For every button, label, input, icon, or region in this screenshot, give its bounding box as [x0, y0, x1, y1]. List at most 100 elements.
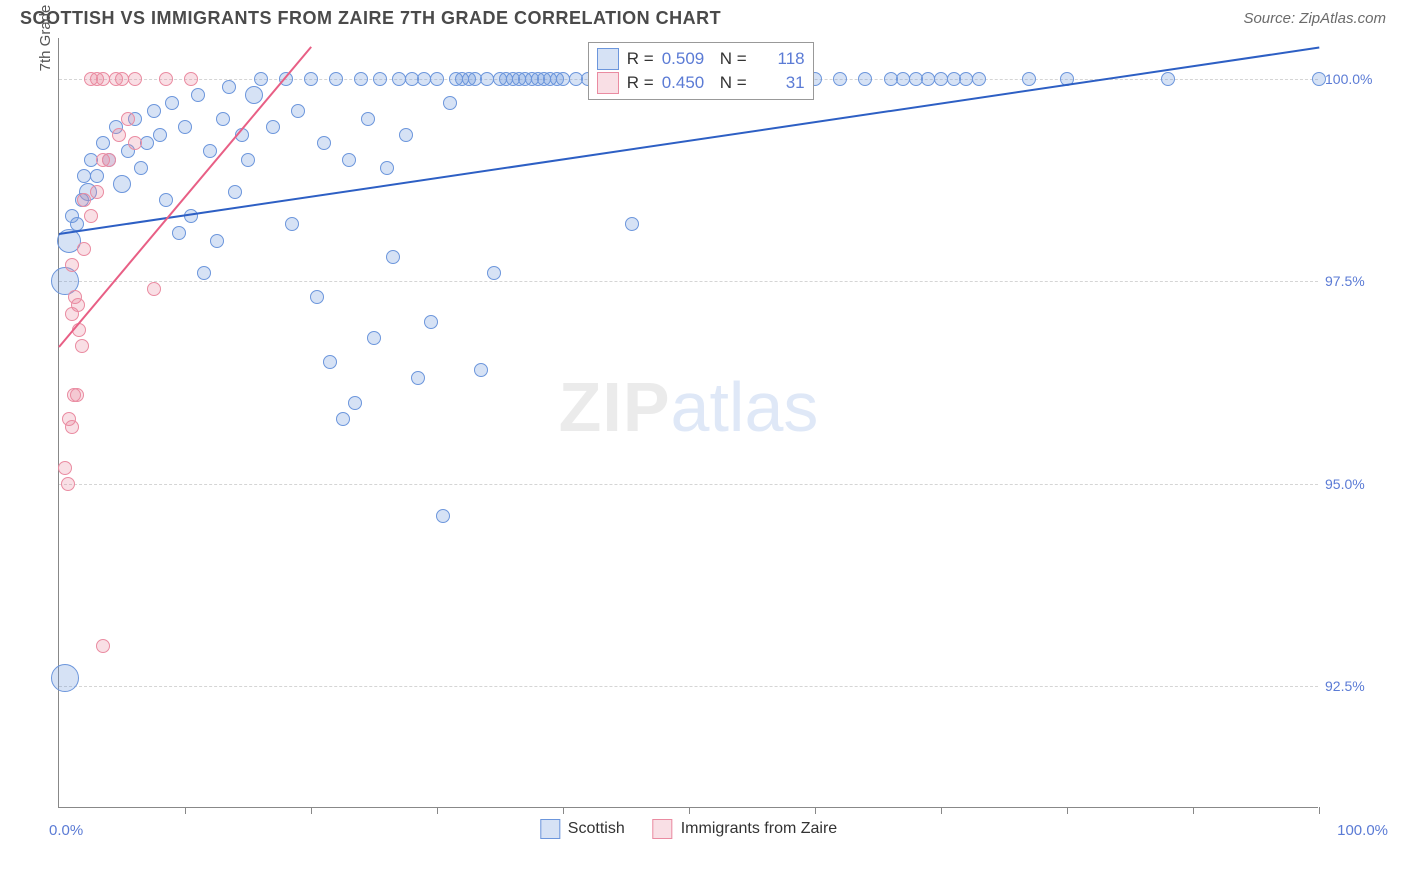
data-point [336, 412, 350, 426]
data-point [172, 226, 186, 240]
legend-swatch [540, 819, 560, 839]
r-value: 0.509 [662, 49, 712, 69]
data-point [972, 72, 986, 86]
data-point [833, 72, 847, 86]
data-point [90, 185, 104, 199]
data-point [96, 639, 110, 653]
data-point [241, 153, 255, 167]
y-tick-label: 95.0% [1325, 476, 1380, 492]
data-point [70, 388, 84, 402]
data-point [373, 72, 387, 86]
data-point [65, 420, 79, 434]
data-point [191, 88, 205, 102]
data-point [84, 209, 98, 223]
legend-swatch [653, 819, 673, 839]
data-point [367, 331, 381, 345]
stats-legend: R = 0.509 N = 118R = 0.450N = 31 [588, 42, 814, 100]
gridline [59, 281, 1318, 282]
chart-title: SCOTTISH VS IMMIGRANTS FROM ZAIRE 7TH GR… [20, 8, 721, 29]
gridline [59, 484, 1318, 485]
data-point [424, 315, 438, 329]
data-point [184, 72, 198, 86]
x-tick [311, 807, 312, 814]
data-point [147, 282, 161, 296]
data-point [75, 339, 89, 353]
data-point [329, 72, 343, 86]
data-point [361, 112, 375, 126]
chart-header: SCOTTISH VS IMMIGRANTS FROM ZAIRE 7TH GR… [0, 0, 1406, 33]
n-value: 31 [755, 73, 805, 93]
data-point [1312, 72, 1326, 86]
data-point [165, 96, 179, 110]
data-point [121, 112, 135, 126]
y-tick-label: 97.5% [1325, 273, 1380, 289]
data-point [380, 161, 394, 175]
r-value: 0.450 [662, 73, 712, 93]
x-tick [1319, 807, 1320, 814]
y-axis-label: 7th Grade [37, 5, 54, 72]
data-point [474, 363, 488, 377]
data-point [487, 266, 501, 280]
legend-label: Immigrants from Zaire [681, 820, 837, 838]
stat-label: R = [627, 73, 654, 93]
data-point [113, 175, 131, 193]
stats-legend-row: R = 0.509 N = 118 [597, 47, 805, 71]
scatter-plot: 100.0%97.5%95.0%92.5%ZIPatlasR = 0.509N … [58, 38, 1318, 808]
data-point [159, 193, 173, 207]
stats-legend-row: R = 0.450N = 31 [597, 71, 805, 95]
data-point [71, 298, 85, 312]
data-point [317, 136, 331, 150]
data-point [90, 169, 104, 183]
data-point [112, 128, 126, 142]
x-tick [185, 807, 186, 814]
x-max-label: 100.0% [1337, 822, 1388, 839]
data-point [1022, 72, 1036, 86]
y-tick-label: 100.0% [1325, 71, 1380, 87]
data-point [178, 120, 192, 134]
data-point [386, 250, 400, 264]
data-point [77, 242, 91, 256]
data-point [147, 104, 161, 118]
data-point [203, 144, 217, 158]
data-point [65, 258, 79, 272]
legend-item: Immigrants from Zaire [653, 819, 837, 839]
data-point [61, 477, 75, 491]
data-point [625, 217, 639, 231]
stat-label: R = [627, 49, 654, 69]
stat-label: N = [720, 49, 747, 69]
data-point [96, 136, 110, 150]
y-tick-label: 92.5% [1325, 678, 1380, 694]
data-point [411, 371, 425, 385]
data-point [228, 185, 242, 199]
data-point [216, 112, 230, 126]
x-tick [1193, 807, 1194, 814]
data-point [77, 193, 91, 207]
data-point [159, 72, 173, 86]
data-point [197, 266, 211, 280]
legend-swatch [597, 48, 619, 70]
data-point [285, 217, 299, 231]
data-point [354, 72, 368, 86]
data-point [266, 120, 280, 134]
legend-item: Scottish [540, 819, 625, 839]
data-point [436, 509, 450, 523]
data-point [399, 128, 413, 142]
watermark: ZIPatlas [559, 367, 819, 447]
data-point [153, 128, 167, 142]
legend-label: Scottish [568, 820, 625, 838]
n-value: 118 [755, 49, 805, 69]
x-min-label: 0.0% [49, 822, 83, 839]
data-point [858, 72, 872, 86]
chart-source: Source: ZipAtlas.com [1243, 10, 1386, 27]
data-point [222, 80, 236, 94]
data-point [310, 290, 324, 304]
data-point [58, 461, 72, 475]
data-point [254, 72, 268, 86]
data-point [140, 136, 154, 150]
gridline [59, 686, 1318, 687]
data-point [128, 136, 142, 150]
data-point [1161, 72, 1175, 86]
x-tick [437, 807, 438, 814]
data-point [134, 161, 148, 175]
x-tick [815, 807, 816, 814]
